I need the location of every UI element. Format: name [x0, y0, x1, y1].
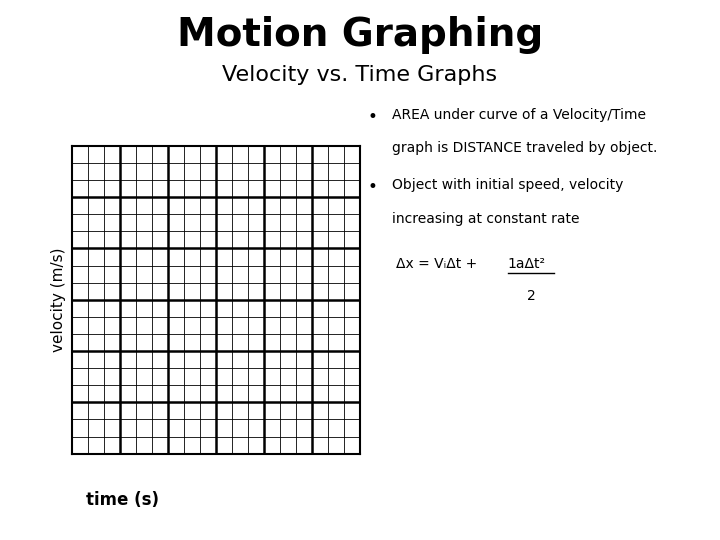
Text: •: •	[367, 178, 377, 196]
Text: 1aΔt²: 1aΔt²	[508, 256, 546, 271]
Text: increasing at constant rate: increasing at constant rate	[392, 212, 580, 226]
Text: Δx = VᵢΔt +: Δx = VᵢΔt +	[396, 256, 482, 271]
Text: graph is DISTANCE traveled by object.: graph is DISTANCE traveled by object.	[392, 141, 658, 156]
Text: AREA under curve of a Velocity/Time: AREA under curve of a Velocity/Time	[392, 108, 647, 122]
Text: Motion Graphing: Motion Graphing	[177, 16, 543, 54]
Text: time (s): time (s)	[86, 491, 159, 509]
Text: •: •	[367, 108, 377, 126]
Text: Object with initial speed, velocity: Object with initial speed, velocity	[392, 178, 624, 192]
Text: 2: 2	[526, 289, 536, 303]
Text: Velocity vs. Time Graphs: Velocity vs. Time Graphs	[222, 65, 498, 85]
Y-axis label: velocity (m/s): velocity (m/s)	[51, 247, 66, 352]
